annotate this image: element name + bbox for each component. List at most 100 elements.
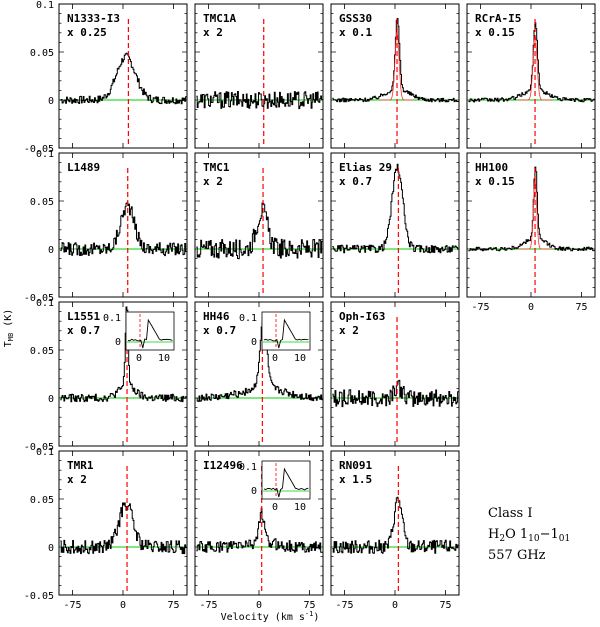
panel-elias-29: Elias 29x 0.7 [330, 152, 460, 298]
y-tick-label: -0.05 [24, 442, 54, 453]
fit-curve [518, 180, 552, 250]
note-class: Class I [488, 506, 532, 521]
x-tick-label: 0 [256, 600, 262, 611]
x-tick-label: 0 [392, 600, 398, 611]
inset-y-label: 0.1 [103, 313, 121, 324]
inset-y-label: 0 [251, 337, 257, 348]
spectrum-line [196, 91, 323, 110]
x-tick-label: -75 [471, 302, 489, 313]
legend-note: Class I H2O 110−101 557 GHz [488, 506, 570, 563]
source-name: TMC1 [203, 161, 230, 174]
x-tick-label: -75 [63, 600, 81, 611]
fit-curve [380, 30, 414, 101]
x-tick-label: 75 [168, 600, 180, 611]
spectrum-line [196, 507, 323, 553]
scale-factor: x 0.7 [339, 175, 372, 188]
panel-frame [58, 152, 188, 298]
inset-y-label: 0 [115, 337, 121, 348]
y-tick-label: 0.05 [30, 495, 54, 506]
x-tick-label: 75 [304, 600, 316, 611]
scale-factor: x 0.15 [475, 26, 515, 39]
inset-plot: 0.1 0 0 10 [239, 460, 311, 513]
inset-y-label: 0 [251, 486, 257, 497]
y-tick-label: 0.05 [30, 346, 54, 357]
scale-factor: x 0.7 [67, 324, 100, 337]
scale-factor: x 2 [67, 473, 87, 486]
scale-factor: x 2 [203, 175, 223, 188]
y-tick-label: 0.05 [30, 197, 54, 208]
source-name: N1333-I3 [67, 12, 120, 25]
panel-n1333-i3: N1333-I3x 0.25 -0.05 0 0.05 0.1 [24, 0, 188, 155]
spectrum-line [60, 502, 187, 555]
y-tick-label: 0.1 [36, 0, 54, 11]
y-tick-label: 0 [48, 394, 54, 405]
source-name: HH100 [475, 161, 508, 174]
scale-factor: x 0.7 [203, 324, 236, 337]
source-name: Oph-I63 [339, 310, 385, 323]
x-tick-label: 0 [120, 600, 126, 611]
panel-rcra-i5: RCrA-I5x 0.15 [466, 3, 596, 149]
inset-x-label: 10 [294, 353, 306, 364]
x-tick-label: -75 [199, 600, 217, 611]
source-name: RCrA-I5 [475, 12, 521, 25]
scale-factor: x 2 [339, 324, 359, 337]
scale-factor: x 0.15 [475, 175, 515, 188]
spectrum-line [332, 496, 459, 554]
scale-factor: x 0.1 [339, 26, 372, 39]
y-axis-label: TMB (K) [3, 309, 15, 348]
scale-factor: x 2 [203, 26, 223, 39]
panel-i12496: I12496 -75 0 75 0.1 0 0 10 [194, 450, 324, 611]
spectrum-line [60, 52, 187, 105]
inset-frame [261, 460, 311, 500]
inset-plot: 0.1 0 0 10 [239, 311, 311, 364]
y-tick-label: 0 [48, 96, 54, 107]
spectrum-line [332, 379, 459, 408]
source-name: I12496 [203, 459, 243, 472]
source-name: L1489 [67, 161, 100, 174]
spectrum-line [196, 318, 323, 402]
inset-x-label: 0 [272, 502, 278, 513]
inset-plot: 0.1 0 0 10 [103, 311, 175, 364]
source-name: L1551 [67, 310, 100, 323]
source-name: GSS30 [339, 12, 372, 25]
x-axis-label: Velocity (km s-1) [221, 610, 320, 623]
source-name: TMC1A [203, 12, 236, 25]
inset-frame [125, 311, 175, 351]
source-name: RN091 [339, 459, 372, 472]
y-tick-label: 0.05 [30, 48, 54, 59]
inset-spectrum [127, 318, 173, 349]
spectrum-line [60, 202, 187, 257]
y-tick-label: 0.1 [36, 298, 54, 309]
y-tick-label: 0.1 [36, 447, 54, 458]
spectrum-line [60, 306, 187, 403]
source-name: HH46 [203, 310, 230, 323]
inset-spectrum [263, 318, 309, 349]
inset-x-label: 0 [136, 353, 142, 364]
inset-x-label: 0 [272, 353, 278, 364]
inset-x-label: 10 [158, 353, 170, 364]
panel-l1489: L1489 -0.05 0 0.05 0.1 [24, 149, 188, 304]
scale-factor: x 1.5 [339, 473, 372, 486]
x-tick-label: 75 [576, 302, 588, 313]
y-tick-label: 0 [48, 245, 54, 256]
scale-factor: x 0.25 [67, 26, 107, 39]
note-frequency: 557 GHz [488, 548, 546, 563]
y-tick-label: 0.1 [36, 149, 54, 160]
spectrum-line [468, 166, 595, 252]
spectrum-line [196, 202, 323, 260]
y-tick-label: 0 [48, 543, 54, 554]
inset-spectrum [263, 467, 309, 498]
y-tick-label: -0.05 [24, 293, 54, 304]
y-tick-label: -0.05 [24, 144, 54, 155]
source-name: TMR1 [67, 459, 94, 472]
